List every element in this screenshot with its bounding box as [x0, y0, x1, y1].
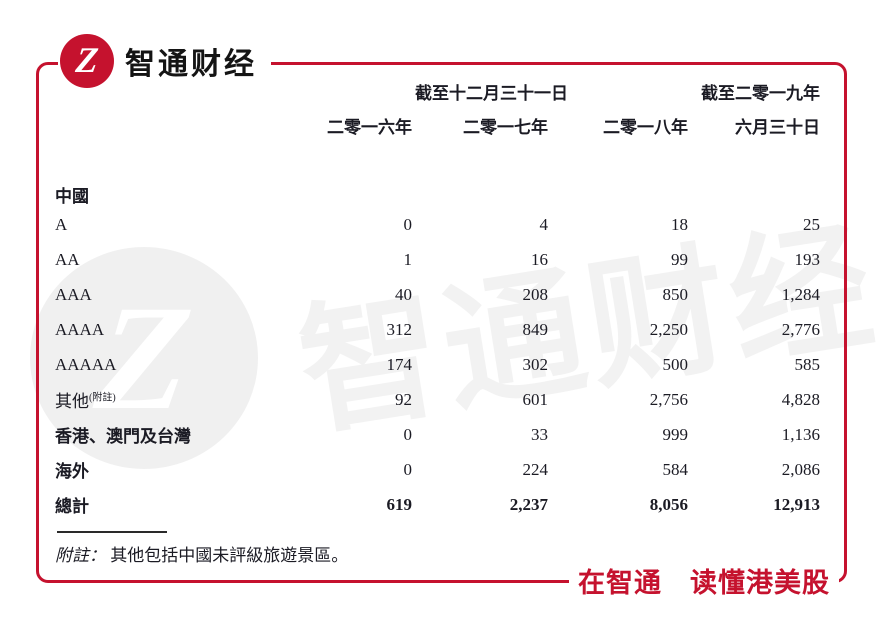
cell-value: 99 — [671, 249, 688, 269]
cell-value: 850 — [662, 284, 689, 304]
footnote: 附註： 其他包括中國未評級旅遊景區。 — [55, 531, 348, 566]
cell-value: 174 — [386, 354, 413, 374]
row-label: 海外 — [55, 462, 89, 481]
table-row: 香港、澳門及台灣 0 33 999 1,136 — [55, 417, 820, 452]
cell-value: 33 — [531, 424, 548, 444]
row-label: 香港、澳門及台灣 — [55, 427, 191, 446]
cell-value: 2,776 — [781, 319, 820, 339]
section-row-china: 中國 — [55, 142, 820, 207]
cell-value: 500 — [662, 354, 689, 374]
cell-value: 193 — [794, 249, 821, 269]
footnote-divider — [57, 531, 167, 533]
cell-value: 2,250 — [649, 319, 688, 339]
cell-value: 584 — [662, 459, 689, 479]
cell-value: 312 — [386, 319, 413, 339]
cell-value: 92 — [395, 389, 412, 409]
cell-value: 25 — [803, 214, 820, 234]
table-row: AAAAA 174 302 500 585 — [55, 347, 820, 382]
header-col-2017: 二零一七年 — [463, 117, 548, 137]
brand-logo: Z 智通财经 — [58, 31, 271, 91]
total-row: 總計 619 2,237 8,056 12,913 — [55, 487, 820, 522]
table-row: AA 1 16 99 193 — [55, 242, 820, 277]
brand-slogan: 在智通 读懂港美股 — [569, 566, 839, 600]
cell-value: 1 — [403, 249, 413, 269]
header-group-2019: 截至二零一九年 — [701, 83, 820, 103]
row-label: AAAA — [55, 319, 105, 339]
cell-value: 2,086 — [781, 459, 820, 479]
red-frame — [36, 62, 847, 583]
table-row: 海外 0 224 584 2,086 — [55, 452, 820, 487]
cell-value: 601 — [522, 389, 549, 409]
table-row: 其他(附註) 92 601 2,756 4,828 — [55, 382, 820, 417]
cell-value: 4,828 — [781, 389, 820, 409]
cell-value: 585 — [794, 354, 821, 374]
cell-value: 0 — [403, 424, 413, 444]
row-label: AAAAA — [55, 354, 117, 374]
row-label-text: 其他 — [55, 392, 89, 411]
cell-value: 302 — [522, 354, 549, 374]
brand-logo-icon: Z — [60, 34, 114, 88]
cell-value: 18 — [671, 214, 688, 234]
cell-value: 16 — [531, 249, 548, 269]
cell-value: 208 — [522, 284, 549, 304]
header-group-dec31: 截至十二月三十一日 — [415, 83, 568, 103]
data-table: 截至十二月三十一日 截至二零一九年 二零一六年 二零一七年 二零一八年 六月三十… — [55, 74, 820, 522]
cell-value: 849 — [522, 319, 549, 339]
cell-value: 1,136 — [781, 424, 820, 444]
footnote-label: 附註： — [55, 546, 106, 565]
row-label: AA — [55, 249, 80, 269]
header-col-2016: 二零一六年 — [327, 117, 412, 137]
table-row: A 0 4 18 25 — [55, 207, 820, 242]
cell-value: 0 — [403, 459, 413, 479]
header-empty — [55, 108, 295, 142]
row-label: AAA — [55, 284, 92, 304]
row-label: 其他(附註) — [55, 382, 295, 417]
section-label: 中國 — [55, 187, 89, 206]
cell-value: 224 — [522, 459, 549, 479]
header-col-2018: 二零一八年 — [603, 117, 688, 137]
table-row: AAAA 312 849 2,250 2,776 — [55, 312, 820, 347]
brand-name: 智通财经 — [125, 48, 257, 81]
table-area: 截至十二月三十一日 截至二零一九年 二零一六年 二零一七年 二零一八年 六月三十… — [55, 74, 820, 522]
cell-value: 4 — [539, 214, 549, 234]
table-row: AAA 40 208 850 1,284 — [55, 277, 820, 312]
total-value: 2,237 — [509, 494, 548, 514]
brand-z-glyph: Z — [74, 39, 101, 80]
total-value: 12,913 — [773, 494, 820, 514]
footnote-body: 其他包括中國未評級旅遊景區。 — [110, 546, 349, 565]
total-label: 總計 — [55, 497, 89, 516]
cell-value: 40 — [395, 284, 412, 304]
total-value: 619 — [386, 494, 413, 514]
footnote-marker: (附註) — [89, 392, 116, 404]
cell-value: 0 — [403, 214, 413, 234]
row-label: A — [55, 214, 68, 234]
header-year-row: 二零一六年 二零一七年 二零一八年 六月三十日 — [55, 108, 820, 142]
cell-value: 2,756 — [649, 389, 688, 409]
header-group-row: 截至十二月三十一日 截至二零一九年 — [55, 74, 820, 108]
cell-value: 999 — [662, 424, 689, 444]
header-col-jun30: 六月三十日 — [735, 117, 820, 137]
total-value: 8,056 — [649, 494, 688, 514]
cell-value: 1,284 — [781, 284, 820, 304]
